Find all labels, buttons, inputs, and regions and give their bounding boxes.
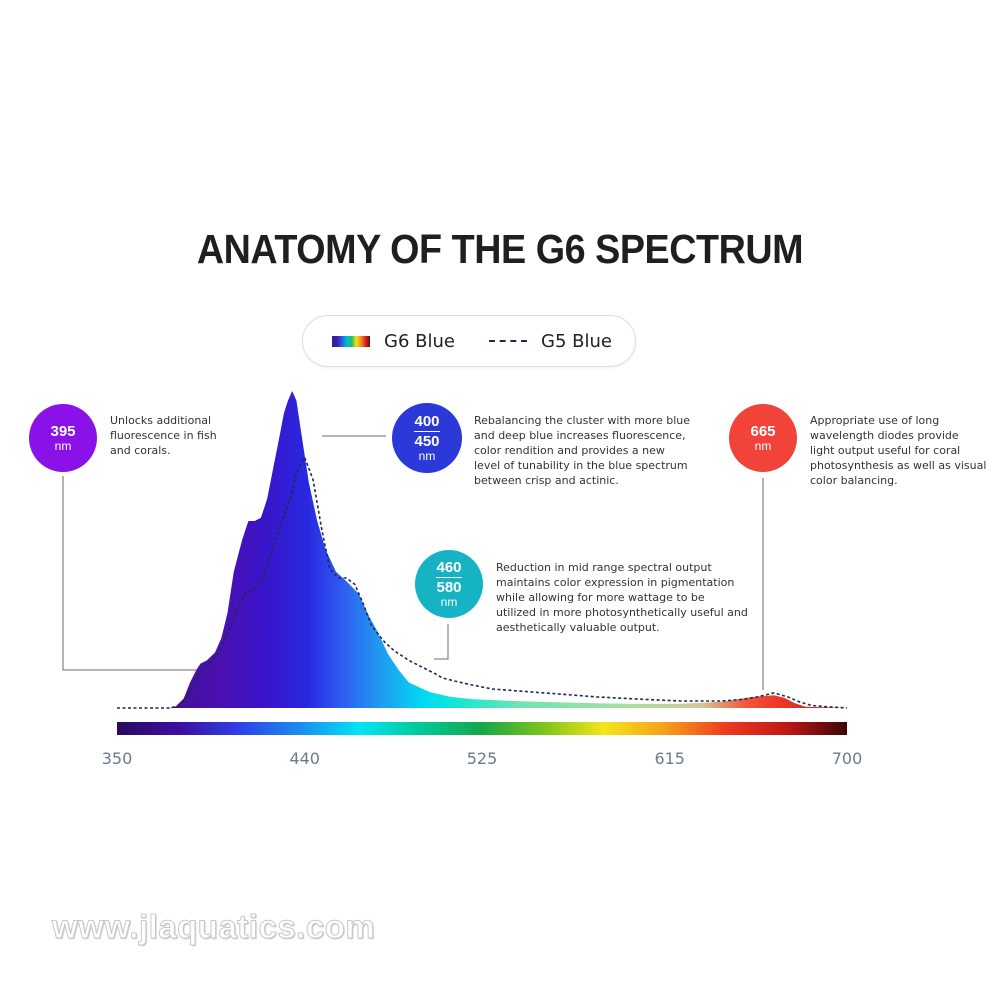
x-tick-label: 525	[467, 749, 498, 768]
g6-blue-area	[117, 391, 847, 708]
x-tick-label: 440	[289, 749, 320, 768]
badge-665-value: 665	[750, 422, 776, 440]
chart-title: ANATOMY OF THE G6 SPECTRUM	[196, 226, 804, 272]
x-tick-label: 615	[654, 749, 685, 768]
note-400-450-line: color rendition and provides a new	[474, 444, 665, 457]
badge-400-450-unit: nm	[418, 448, 436, 463]
note-665-line: light output useful for coral	[810, 444, 961, 457]
note-395: Unlocks additional fluorescence in fish …	[110, 413, 217, 458]
note-460-580-line: maintains color expression in pigmentati…	[496, 576, 735, 589]
note-460-580: Reduction in mid range spectral output m…	[496, 560, 748, 635]
spectrum-color-bar	[117, 722, 847, 735]
note-665-line: color balancing.	[810, 474, 898, 487]
leader-line	[62, 476, 196, 671]
badge-400-450nm: 400 450 nm	[392, 403, 462, 473]
badge-395nm: 395 nm	[29, 404, 97, 472]
note-395-line: fluorescence in fish	[110, 429, 217, 442]
note-460-580-line: aesthetically valuable output.	[496, 621, 660, 634]
legend-label-g5: G5 Blue	[541, 330, 612, 352]
note-460-580-line: Reduction in mid range spectral output	[496, 561, 712, 574]
note-665-line: wavelength diodes provide	[810, 429, 959, 442]
note-460-580-line: while allowing for more wattage to be	[496, 591, 705, 604]
x-tick-label: 350	[102, 749, 133, 768]
legend-label-g6: G6 Blue	[384, 330, 455, 352]
legend-item-g5: G5 Blue	[489, 316, 612, 366]
badge-460-580nm: 460 580 nm	[415, 550, 483, 618]
g5-dashed-swatch	[489, 340, 527, 342]
g6-spectrum-swatch	[332, 335, 370, 347]
legend: G6 Blue G5 Blue	[302, 315, 636, 367]
note-395-line: Unlocks additional	[110, 414, 212, 427]
badge-665nm: 665 nm	[729, 404, 797, 472]
watermark: www.jlaquatics.com	[51, 908, 376, 946]
badge-400-value: 400	[414, 412, 440, 430]
badge-460-value: 460	[436, 558, 462, 576]
note-400-450: Rebalancing the cluster with more blue a…	[474, 413, 690, 488]
x-tick-label: 700	[832, 749, 863, 768]
g5-blue-line	[117, 455, 848, 709]
note-665: Appropriate use of long wavelength diode…	[810, 413, 986, 488]
note-395-line: and corals.	[110, 444, 171, 457]
badge-395-value: 395	[50, 422, 76, 440]
note-400-450-line: between crisp and actinic.	[474, 474, 619, 487]
note-400-450-line: and deep blue increases fluorescence,	[474, 429, 686, 442]
badge-580-value: 580	[436, 578, 462, 596]
note-400-450-line: level of tunability in the blue spectrum	[474, 459, 688, 472]
badge-665-unit: nm	[754, 438, 772, 453]
note-400-450-line: Rebalancing the cluster with more blue	[474, 414, 691, 427]
legend-item-g6: G6 Blue	[332, 316, 455, 366]
note-460-580-line: utilized in more photosynthetically usef…	[496, 606, 748, 619]
leader-line	[434, 624, 449, 660]
note-665-line: Appropriate use of long	[810, 414, 940, 427]
badge-395-unit: nm	[54, 438, 72, 453]
note-665-line: photosynthesis as well as visual	[810, 459, 987, 472]
badge-divider	[414, 430, 440, 432]
badge-divider	[436, 576, 462, 578]
badge-460-580-unit: nm	[440, 594, 458, 609]
badge-450-value: 450	[414, 432, 440, 450]
